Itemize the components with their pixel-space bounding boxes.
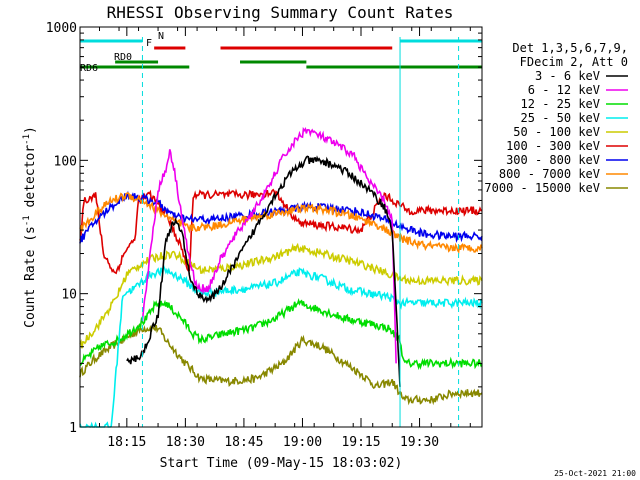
series-layer	[79, 126, 483, 428]
y-tick-label-1: 1	[69, 421, 77, 436]
y-tick-label-100: 100	[54, 154, 77, 169]
flag-label-rd0: RD0	[114, 52, 132, 63]
plot-area: NF RD0 RD6 1 10 100 1000 18:15 18:30 18:45 19:00…	[46, 21, 483, 450]
legend-label-0: 3 - 6 keV	[535, 69, 600, 83]
x-axis: 18:15 18:30 18:45 19:00 19:15 19:30	[79, 27, 471, 450]
legend-header-line-1: Det 1,3,5,6,7,9,	[512, 41, 628, 55]
x-tick-label-19:00: 19:00	[283, 435, 322, 450]
series-line-3	[79, 242, 483, 349]
plot-frame	[79, 26, 483, 428]
y-axis-label-sup1: -1	[22, 215, 32, 226]
series-line-6	[79, 192, 483, 255]
series-line-0	[79, 324, 483, 406]
legend-header-line-2: FDecim 2, Att 0	[520, 55, 628, 69]
x-tick-label-18:45: 18:45	[224, 435, 263, 450]
y-tick-label-1000: 1000	[46, 21, 77, 36]
flag-layer: NF RD0 RD6	[80, 31, 482, 74]
legend-label-6: 300 - 800 keV	[506, 153, 600, 167]
series-line-4	[79, 188, 482, 275]
y-axis-label-sup2: -1	[22, 134, 32, 145]
series-line-1	[79, 298, 483, 371]
x-tick-label-19:30: 19:30	[400, 435, 439, 450]
legend-label-5: 100 - 300 keV	[506, 139, 600, 153]
flag-label-n: N	[158, 31, 164, 42]
series-line-8	[126, 155, 401, 387]
y-axis-label-mid: detector	[23, 145, 38, 216]
legend-label-8: 7000 - 15000 keV	[484, 181, 600, 195]
x-tick-label-18:15: 18:15	[107, 435, 146, 450]
legend-label-7: 800 - 7000 keV	[499, 167, 600, 181]
x-tick-label-18:30: 18:30	[166, 435, 205, 450]
x-tick-label-19:15: 19:15	[341, 435, 380, 450]
flag-label-rd6: RD6	[80, 63, 98, 74]
x-axis-label: Start Time (09-May-15 18:03:02)	[160, 456, 403, 471]
y-axis-label-main: Count Rate (s	[23, 226, 38, 328]
y-axis-label: Count Rate (s-1 detector-1)	[22, 126, 38, 328]
series-line-2	[79, 264, 483, 428]
legend-label-1: 6 - 12 keV	[528, 83, 600, 97]
series-line-7	[141, 126, 397, 364]
legend-label-3: 25 - 50 keV	[521, 111, 600, 125]
legend-label-2: 12 - 25 keV	[521, 97, 600, 111]
chart-title: RHESSI Observing Summary Count Rates	[107, 3, 454, 22]
y-axis: 1 10 100 1000	[46, 21, 482, 436]
footer-date: 25-Oct-2021 21:00	[554, 469, 636, 478]
legend: Det 1,3,5,6,7,9, FDecim 2, Att 0 3 - 6 k…	[484, 41, 628, 195]
flag-label-f: F	[146, 38, 152, 49]
y-tick-label-10: 10	[61, 288, 77, 303]
legend-label-4: 50 - 100 keV	[513, 125, 600, 139]
y-axis-label-end: )	[23, 126, 38, 134]
